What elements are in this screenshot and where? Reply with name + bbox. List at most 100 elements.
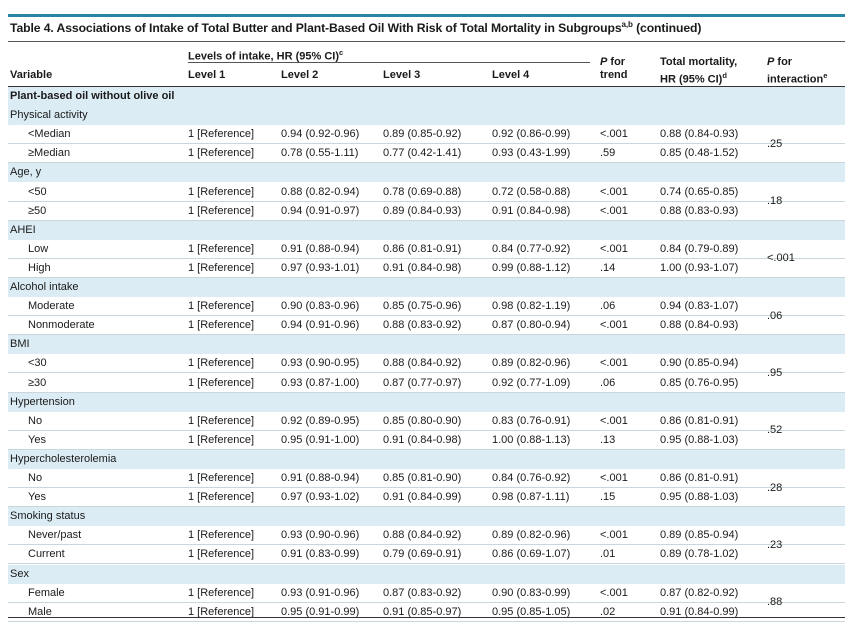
section-label: Hypertension xyxy=(10,395,75,408)
table-row: Never/past 1 [Reference] 0.93 (0.90-0.96) 0… xyxy=(8,526,845,546)
row-rule xyxy=(8,448,845,450)
cell-l4: 0.99 (0.88-1.12) xyxy=(492,261,571,274)
row-rule xyxy=(8,162,845,164)
header-p-interaction: P for interactione xyxy=(767,56,827,87)
table-row: <50 1 [Reference] 0.88 (0.82-0.94) 0.78 (0.… xyxy=(8,183,845,202)
cell-tm: 0.74 (0.65-0.85) xyxy=(660,185,739,198)
table-title-continued: (continued) xyxy=(636,21,702,36)
header-total-mortality-line1: Total mortality, xyxy=(660,56,738,68)
cell-label: Nonmoderate xyxy=(28,319,95,332)
cell-ptrend: .06 xyxy=(600,376,616,389)
cell-l3: 0.77 (0.42-1.41) xyxy=(383,147,462,160)
cell-l2: 0.95 (0.91-1.00) xyxy=(281,433,360,446)
cell-l2: 0.93 (0.90-0.96) xyxy=(281,529,360,542)
cell-l2: 0.94 (0.91-0.97) xyxy=(281,204,360,217)
cell-ptrend: <.001 xyxy=(600,319,628,332)
row-rule xyxy=(8,563,845,565)
section-row: Smoking status xyxy=(8,507,845,527)
cell-l3: 0.91 (0.84-0.98) xyxy=(383,433,462,446)
cell-l1: 1 [Reference] xyxy=(188,414,255,427)
section-row: Plant-based oil without olive oil xyxy=(8,87,845,106)
cell-l3: 0.91 (0.84-0.98) xyxy=(383,261,462,274)
header-level-3: Level 3 xyxy=(383,69,421,81)
row-rule xyxy=(8,544,845,546)
table-row: ≥50 1 [Reference] 0.94 (0.91-0.97) 0.89 (0.… xyxy=(8,202,845,221)
section-label: Smoking status xyxy=(10,510,86,523)
cell-l3: 0.91 (0.84-0.99) xyxy=(383,491,462,504)
table-row: <Median 1 [Reference] 0.94 (0.92-0.96) 0.89… xyxy=(8,125,845,145)
header-p-trend: P for trend xyxy=(600,56,628,82)
cell-l1: 1 [Reference] xyxy=(188,548,255,561)
header-variable: Variable xyxy=(10,69,53,81)
table-row: Yes 1 [Reference] 0.95 (0.91-1.00) 0.91 (0.… xyxy=(8,431,845,450)
cell-l2: 0.93 (0.87-1.00) xyxy=(281,376,360,389)
row-rule xyxy=(8,143,845,145)
cell-l2: 0.88 (0.82-0.94) xyxy=(281,185,360,198)
cell-tm: 0.87 (0.82-0.92) xyxy=(660,586,739,599)
cell-label: Yes xyxy=(28,491,46,504)
section-row: AHEI xyxy=(8,220,845,240)
p-interaction-value: .06 xyxy=(767,309,783,322)
cell-tm: 0.90 (0.85-0.94) xyxy=(660,357,739,370)
header-level-2: Level 2 xyxy=(281,69,319,81)
cell-l4: 0.98 (0.82-1.19) xyxy=(492,300,571,313)
section-row: Alcohol intake xyxy=(8,278,845,297)
row-rule xyxy=(8,601,845,603)
cell-ptrend: .13 xyxy=(600,433,616,446)
cell-label: No xyxy=(28,472,43,484)
row-rule xyxy=(8,200,845,202)
cell-l1: 1 [Reference] xyxy=(188,204,255,217)
cell-ptrend: .14 xyxy=(600,261,616,274)
cell-l4: 0.87 (0.80-0.94) xyxy=(492,319,571,332)
p-interaction-value: .25 xyxy=(767,137,783,150)
cell-ptrend: .59 xyxy=(600,147,616,160)
p-interaction-value: .95 xyxy=(767,367,783,379)
cell-l3: 0.79 (0.69-0.91) xyxy=(383,548,462,561)
cell-l2: 0.97 (0.93-1.02) xyxy=(281,491,360,504)
header-levels-group: Levels of intake, HR (95% CI)c xyxy=(188,46,343,64)
header-total-mortality: Total mortality, HR (95% CI)d xyxy=(660,56,737,87)
cell-l1: 1 [Reference] xyxy=(188,147,255,160)
row-rule xyxy=(8,219,845,221)
cell-tm: 0.88 (0.84-0.93) xyxy=(660,128,739,141)
header-p-interaction-sup: e xyxy=(823,71,828,80)
header-p-interaction-line2: interaction xyxy=(767,73,824,86)
row-rule xyxy=(8,429,845,431)
section-row: Physical activity xyxy=(8,106,845,126)
cell-label: Current xyxy=(28,548,65,561)
p-interaction-value: .18 xyxy=(767,195,783,208)
cell-l4: 0.84 (0.77-0.92) xyxy=(492,242,571,255)
cell-l1: 1 [Reference] xyxy=(188,605,255,618)
cell-tm: 0.85 (0.76-0.95) xyxy=(660,376,739,389)
cell-l2: 0.93 (0.90-0.95) xyxy=(281,357,360,370)
header-p-interaction-p: P xyxy=(767,56,775,68)
table-row: Low 1 [Reference] 0.91 (0.88-0.94) 0.86 (0.… xyxy=(8,240,845,259)
cell-ptrend: <.001 xyxy=(600,242,628,255)
cell-l1: 1 [Reference] xyxy=(188,185,255,198)
cell-l2: 0.78 (0.55-1.11) xyxy=(281,147,359,160)
cell-ptrend: <.001 xyxy=(600,204,628,217)
table-title-footnote: a,b xyxy=(621,20,633,29)
section-label: Sex xyxy=(10,567,29,580)
cell-tm: 0.85 (0.48-1.52) xyxy=(660,147,739,160)
cell-l2: 0.94 (0.91-0.96) xyxy=(281,319,360,332)
row-rule xyxy=(8,334,845,336)
row-rule xyxy=(8,257,845,259)
cell-label: Female xyxy=(28,586,65,599)
table-row: ≥30 1 [Reference] 0.93 (0.87-1.00) 0.87 (0.… xyxy=(8,374,845,393)
cell-l2: 0.90 (0.83-0.96) xyxy=(281,300,360,313)
cell-ptrend: <.001 xyxy=(600,586,628,599)
cell-l4: 0.84 (0.76-0.92) xyxy=(492,472,571,484)
cell-ptrend: .01 xyxy=(600,548,616,561)
cell-l3: 0.89 (0.85-0.92) xyxy=(383,128,462,141)
section-row: Hypertension xyxy=(8,392,845,412)
cell-tm: 0.88 (0.84-0.93) xyxy=(660,319,739,332)
header-p-trend-trend: trend xyxy=(600,69,628,81)
table-row: Male 1 [Reference] 0.95 (0.91-0.99) 0.91 (0… xyxy=(8,603,845,622)
cell-ptrend: <.001 xyxy=(600,357,628,370)
cell-l3: 0.78 (0.69-0.88) xyxy=(383,185,462,198)
cell-l3: 0.85 (0.75-0.96) xyxy=(383,300,462,313)
row-rule xyxy=(8,276,845,278)
row-rule xyxy=(8,315,845,317)
